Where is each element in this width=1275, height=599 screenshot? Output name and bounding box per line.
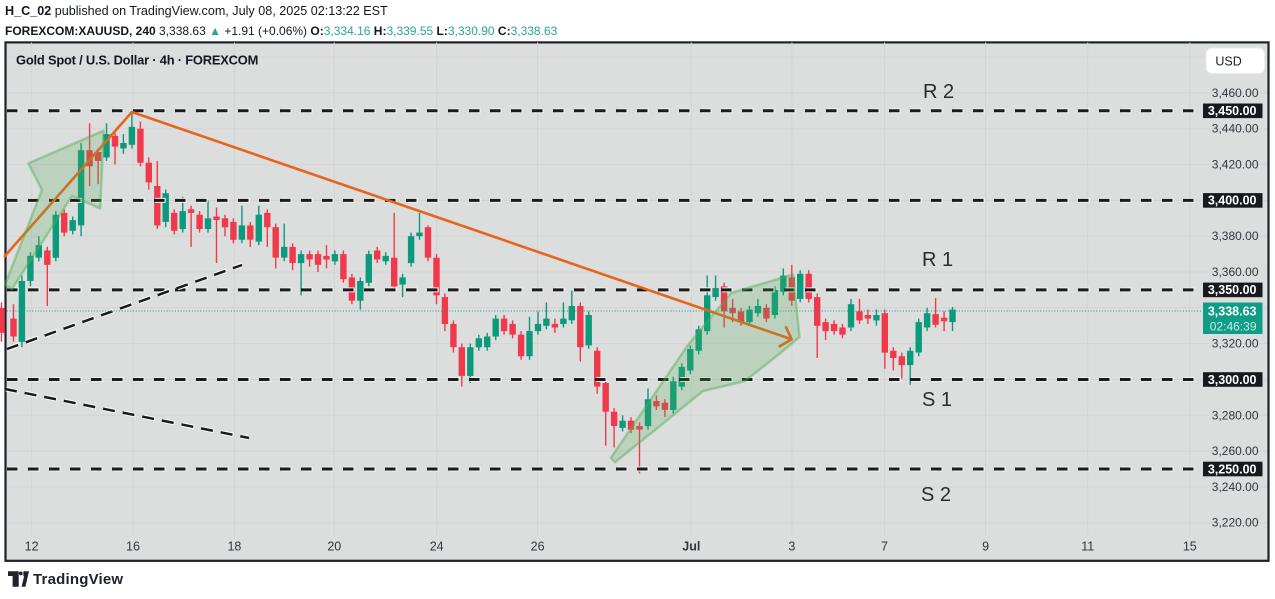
svg-text:12: 12 bbox=[25, 540, 39, 554]
svg-text:16: 16 bbox=[126, 540, 140, 554]
svg-text:3,380.00: 3,380.00 bbox=[1212, 229, 1259, 243]
svg-text:3,350.00: 3,350.00 bbox=[1208, 283, 1257, 297]
svg-text:3,460.00: 3,460.00 bbox=[1212, 86, 1259, 100]
svg-text:R 2: R 2 bbox=[923, 81, 954, 103]
svg-text:3,320.00: 3,320.00 bbox=[1212, 337, 1259, 351]
svg-text:3,280.00: 3,280.00 bbox=[1212, 408, 1259, 422]
svg-text:R 1: R 1 bbox=[922, 249, 953, 271]
svg-text:7: 7 bbox=[881, 540, 888, 554]
svg-text:3: 3 bbox=[788, 540, 795, 554]
svg-text:S 2: S 2 bbox=[921, 484, 951, 506]
svg-text:USD: USD bbox=[1215, 54, 1241, 68]
svg-text:02:46:39: 02:46:39 bbox=[1210, 319, 1257, 333]
svg-text:3,240.00: 3,240.00 bbox=[1212, 480, 1259, 494]
svg-text:3,300.00: 3,300.00 bbox=[1208, 373, 1257, 387]
svg-text:S 1: S 1 bbox=[922, 389, 952, 411]
svg-text:3,400.00: 3,400.00 bbox=[1208, 194, 1257, 208]
svg-text:26: 26 bbox=[531, 540, 545, 554]
svg-text:3,450.00: 3,450.00 bbox=[1208, 104, 1257, 118]
svg-text:Jul: Jul bbox=[682, 540, 700, 554]
svg-text:3,440.00: 3,440.00 bbox=[1212, 122, 1259, 136]
svg-text:9: 9 bbox=[982, 540, 989, 554]
svg-text:3,338.63: 3,338.63 bbox=[1208, 304, 1257, 318]
svg-text:11: 11 bbox=[1081, 540, 1094, 554]
svg-text:24: 24 bbox=[430, 540, 444, 554]
svg-text:3,250.00: 3,250.00 bbox=[1208, 462, 1257, 476]
svg-text:3,260.00: 3,260.00 bbox=[1212, 444, 1259, 458]
svg-text:Gold Spot / U.S. Dollar · 4h ·: Gold Spot / U.S. Dollar · 4h · FOREXCOM bbox=[16, 53, 258, 68]
svg-text:3,220.00: 3,220.00 bbox=[1212, 516, 1259, 530]
svg-text:18: 18 bbox=[227, 540, 241, 554]
svg-text:3,420.00: 3,420.00 bbox=[1212, 158, 1259, 172]
svg-text:15: 15 bbox=[1183, 540, 1197, 554]
svg-text:3,360.00: 3,360.00 bbox=[1212, 265, 1259, 279]
svg-text:20: 20 bbox=[327, 540, 341, 554]
